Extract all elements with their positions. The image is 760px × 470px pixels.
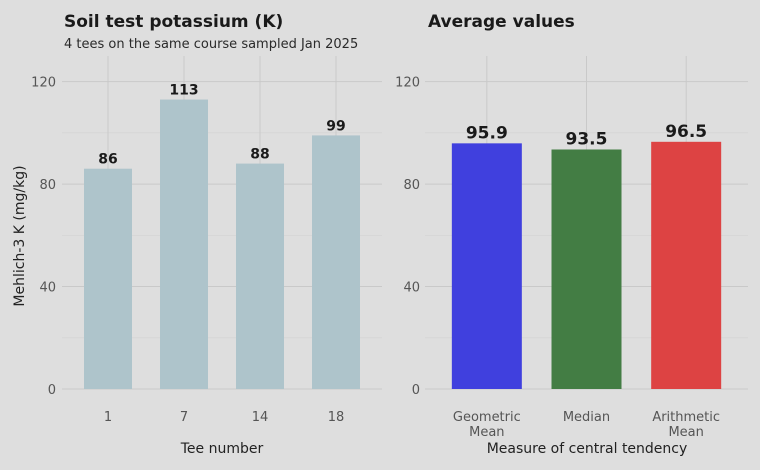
- left-x-axis-label: Tee number: [180, 441, 264, 457]
- left-chart-title: Soil test potassium (K): [64, 12, 283, 32]
- left-chart-subtitle: 4 tees on the same course sampled Jan 20…: [64, 37, 358, 52]
- left-x-tick-label: 1: [104, 410, 112, 425]
- right-y-tick-label: 80: [403, 178, 420, 193]
- right-x-tick-label: Geometric Mean: [453, 410, 521, 440]
- right-plot-area: 0 40 80 120 95.9 Geometric Mean 93.5 Median 96.5 A…: [395, 56, 748, 440]
- right-y-tick-label: 0: [412, 383, 420, 398]
- right-data-label: 96.5: [665, 122, 707, 142]
- left-y-axis-label: Mehlich-3 K (mg/kg): [12, 165, 28, 306]
- right-bar: [551, 149, 622, 389]
- left-x-tick-label: 18: [328, 410, 345, 425]
- left-y-tick-label: 120: [31, 76, 56, 91]
- left-plot-area: 0 40 80 120 86 1 113 7 88 14 99 18: [31, 56, 382, 425]
- right-x-axis-label: Measure of central tendency: [487, 441, 688, 457]
- left-data-label: 88: [250, 147, 269, 163]
- right-data-label: 93.5: [566, 129, 608, 149]
- left-bar: [84, 168, 132, 389]
- left-y-tick-label: 40: [39, 281, 56, 296]
- left-y-tick-label: 80: [39, 178, 56, 193]
- right-chart-title: Average values: [428, 12, 575, 32]
- left-bar: [236, 163, 284, 389]
- left-data-label: 113: [169, 83, 198, 99]
- left-data-label: 86: [98, 152, 117, 168]
- left-x-tick-label: 7: [180, 410, 188, 425]
- right-x-tick-label: Median: [563, 410, 610, 425]
- left-data-label: 99: [326, 118, 345, 134]
- right-data-label: 95.9: [466, 123, 508, 143]
- right-y-tick-label: 120: [395, 76, 420, 91]
- left-y-tick-label: 0: [48, 383, 56, 398]
- left-x-tick-label: 14: [252, 410, 269, 425]
- right-bar: [451, 143, 522, 389]
- left-bar: [160, 99, 208, 390]
- left-bar: [312, 135, 360, 389]
- right-bar: [651, 141, 722, 389]
- right-y-tick-label: 40: [403, 281, 420, 296]
- right-x-tick-label: Arithmetic Mean: [652, 410, 720, 440]
